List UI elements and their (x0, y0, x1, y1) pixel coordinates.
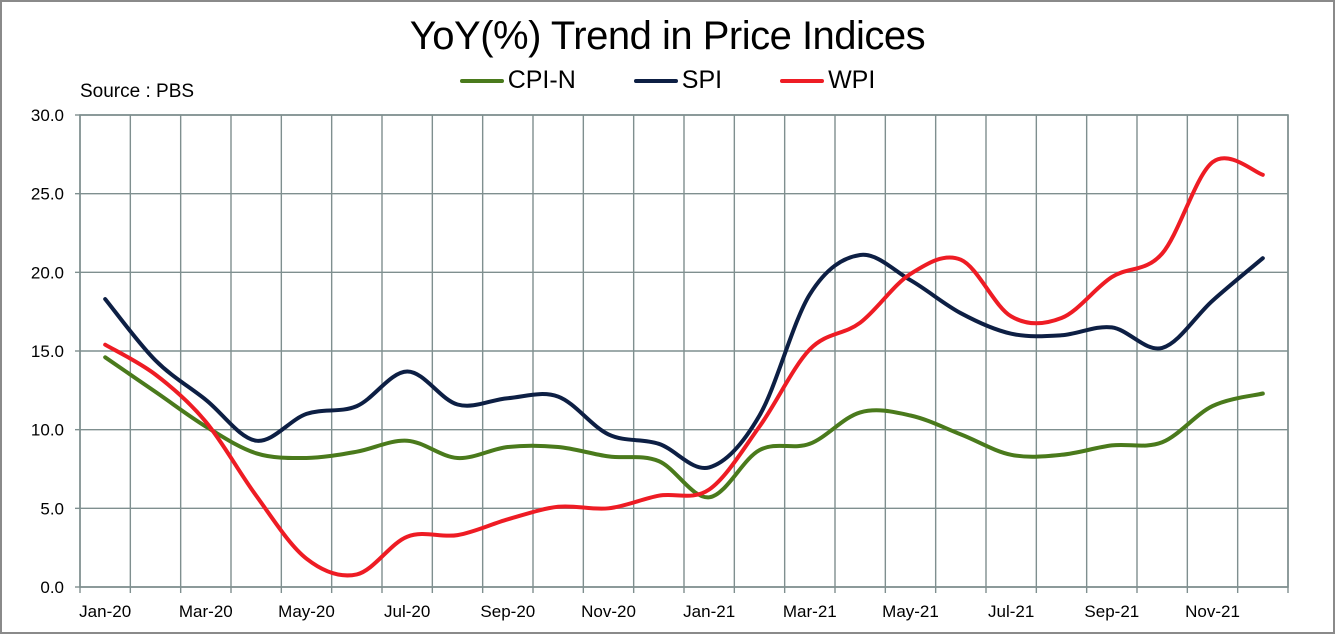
legend-swatch-wpi (780, 78, 825, 83)
legend-item-cpi-n[interactable]: CPI-N (459, 66, 576, 95)
legend-label-wpi: WPI (828, 66, 876, 94)
y-tick-label: 25.0 (31, 185, 64, 204)
source-note: Source : PBS (80, 81, 195, 102)
legend-item-wpi[interactable]: WPI (780, 66, 875, 95)
y-tick-label: 20.0 (31, 263, 64, 282)
legend-item-spi[interactable]: SPI (633, 66, 723, 95)
x-tick-label: Jan-21 (683, 602, 735, 621)
y-tick-label: 10.0 (31, 421, 64, 440)
series-line-cpi-n (103, 355, 1265, 500)
legend-label-cpi-n: CPI-N (507, 66, 576, 94)
x-tick-label: May-20 (278, 602, 335, 621)
x-tick-label: Nov-21 (1185, 602, 1240, 621)
chart-legend: CPI-N SPI WPI (0, 66, 1335, 95)
y-tick-label: 30.0 (31, 106, 64, 125)
x-tick-label: Nov-20 (581, 602, 636, 621)
x-tick-label: Jul-21 (988, 602, 1034, 621)
x-tick-label: Jul-20 (384, 602, 430, 621)
plot-border (79, 114, 1289, 588)
legend-swatch-spi (633, 78, 678, 83)
x-tick-label: Sep-20 (480, 602, 535, 621)
y-tick-label: 0.0 (40, 578, 64, 597)
chart-title: YoY(%) Trend in Price Indices (409, 14, 926, 58)
x-tick-label: Jan-20 (79, 602, 131, 621)
x-tick-label: Sep-21 (1084, 602, 1139, 621)
series-line-spi (103, 252, 1265, 470)
x-tick-label: Mar-20 (179, 602, 233, 621)
legend-label-spi: SPI (681, 66, 723, 94)
y-tick-label: 15.0 (31, 342, 64, 361)
series-line-wpi (103, 156, 1265, 578)
x-tick-label: May-21 (882, 602, 939, 621)
y-tick-label: 5.0 (40, 499, 64, 518)
legend-swatch-cpi-n (459, 78, 504, 83)
x-tick-label: Mar-21 (783, 602, 837, 621)
